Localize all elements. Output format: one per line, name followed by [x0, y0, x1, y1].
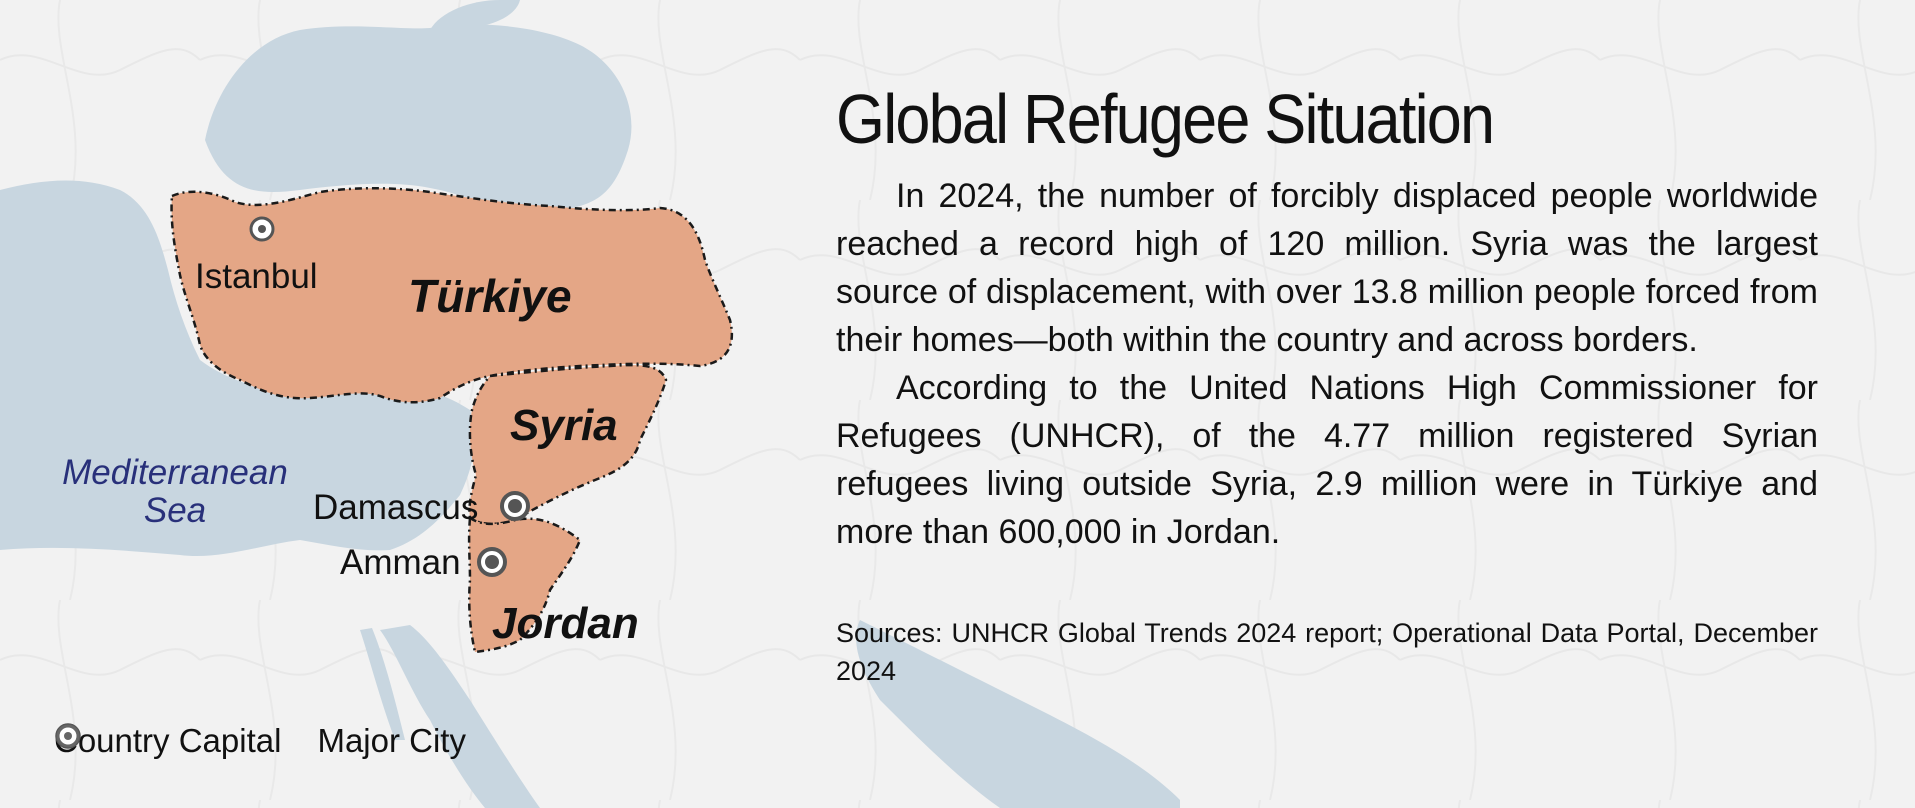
- legend-item-country-capital: Country Capital: [54, 722, 281, 760]
- body-paragraph-1: In 2024, the number of forcibly displace…: [836, 177, 1818, 359]
- body-paragraph-2: According to the United Nations High Com…: [836, 369, 1818, 551]
- sea-label-line-1: Mediterranean: [62, 453, 288, 492]
- istanbul-label: Istanbul: [195, 257, 318, 296]
- azov-sea-water: [430, 0, 520, 31]
- sea-label-line-2: Sea: [144, 491, 206, 530]
- turkiye-shape: [170, 186, 734, 404]
- syria-label: Syria: [510, 401, 618, 450]
- jordan-label: Jordan: [492, 599, 639, 648]
- page-title: Global Refugee Situation: [836, 80, 1495, 158]
- sources-note: Sources: UNHCR Global Trends 2024 report…: [836, 618, 1818, 686]
- text-panel: Global Refugee Situation In 2024, the nu…: [836, 78, 1818, 690]
- amman-marker: [477, 547, 507, 577]
- turkiye-label: Türkiye: [408, 270, 572, 322]
- legend: Country Capital Major City: [54, 722, 466, 760]
- red-sea-water: [380, 625, 540, 808]
- legend-label-country-capital: Country Capital: [54, 722, 282, 759]
- syria-shape: [468, 363, 668, 526]
- legend-label-major-city: Major City: [317, 722, 466, 759]
- legend-item-major-city: Major City: [56, 722, 466, 760]
- mediterranean-sea-water: [0, 180, 475, 557]
- black-sea-water: [205, 24, 632, 211]
- damascus-marker: [500, 491, 530, 521]
- major-city-icon: [56, 724, 80, 748]
- amman-label: Amman: [340, 543, 461, 582]
- damascus-label: Damascus: [313, 488, 478, 527]
- persian-gulf-water: [856, 620, 1180, 808]
- istanbul-marker: [249, 216, 275, 242]
- suez-gulf-water: [360, 628, 405, 740]
